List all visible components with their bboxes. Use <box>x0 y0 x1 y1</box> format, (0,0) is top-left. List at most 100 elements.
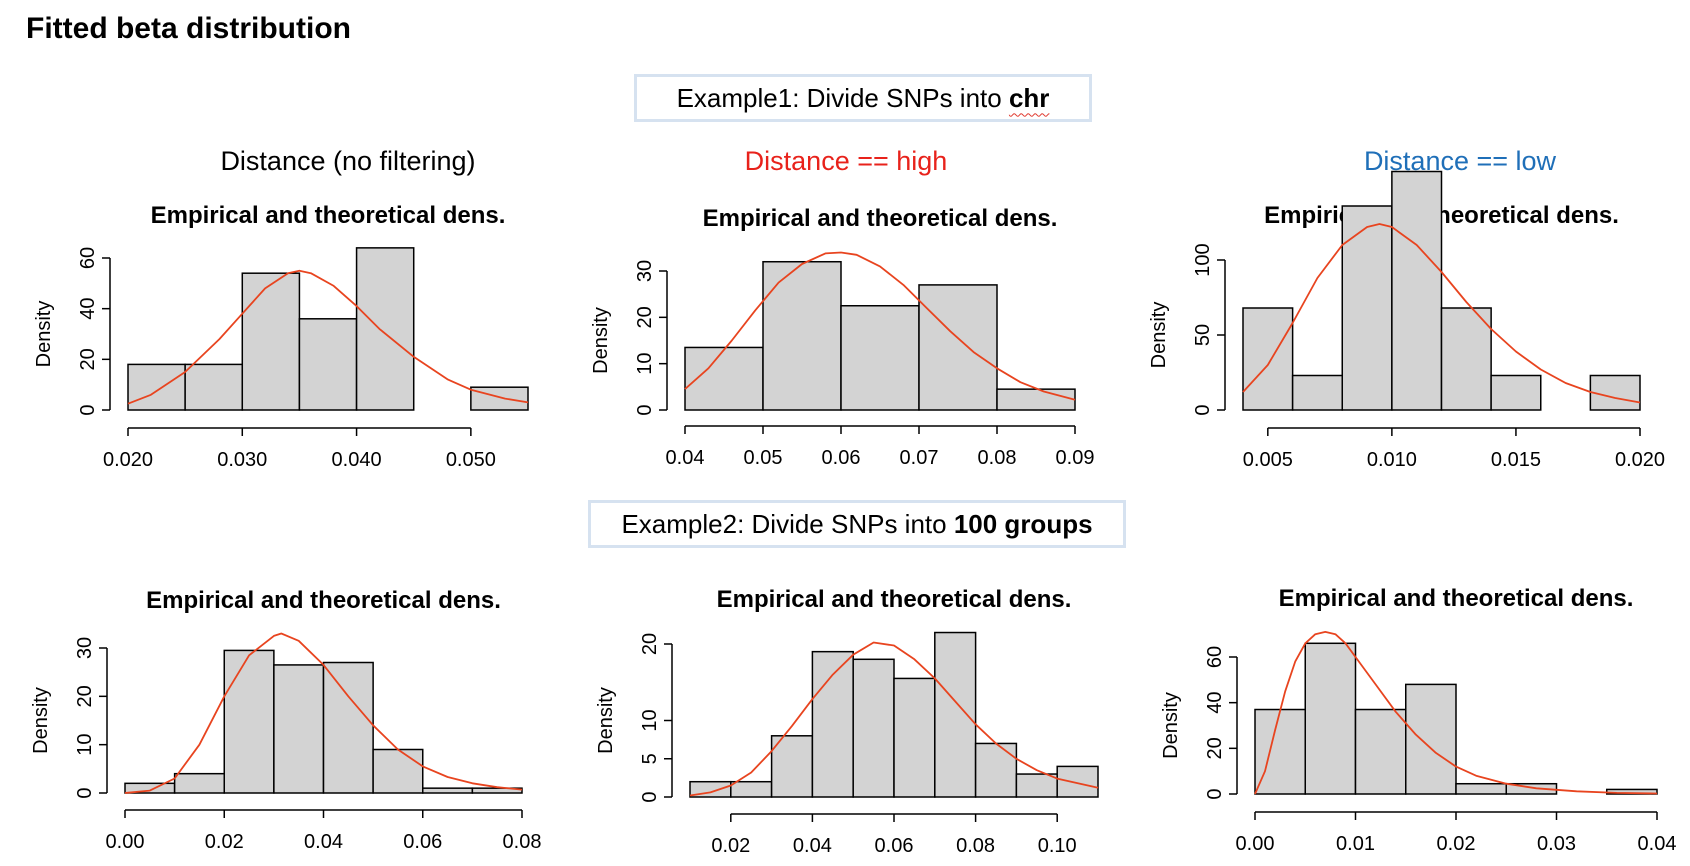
chart-title: Empirical and theoretical dens. <box>151 202 506 229</box>
histogram-bar <box>934 631 977 798</box>
x-tick-label: 0.09 <box>1056 447 1095 469</box>
x-tick-label: 0.015 <box>1491 449 1541 471</box>
fitted-beta-curve <box>127 269 529 405</box>
y-tick-label: 0 <box>1204 788 1226 799</box>
example2-emphasis: 100 groups <box>953 508 1093 539</box>
x-tick-label: 0.00 <box>106 831 145 853</box>
x-tick-label: 0.02 <box>711 835 750 857</box>
x-tick-label: 0.020 <box>1615 449 1665 471</box>
x-tick-label: 0.04 <box>304 831 343 853</box>
x-tick-label: 0.03 <box>1537 833 1576 855</box>
x-tick-label: 0.02 <box>205 831 244 853</box>
y-axis-label: Density <box>590 307 612 374</box>
histogram-bar <box>1391 170 1443 411</box>
y-tick-label: 5 <box>639 753 661 764</box>
histogram-bar <box>1304 642 1357 795</box>
x-tick-label: 0.010 <box>1367 449 1417 471</box>
histogram-bar <box>241 272 301 411</box>
fitted-beta-curve <box>1254 631 1658 795</box>
histogram-bar <box>355 247 415 411</box>
histogram-bar <box>1242 307 1294 411</box>
example1-box: Example1: Divide SNPs into chr <box>634 74 1092 122</box>
y-tick-label: 0 <box>74 787 96 798</box>
y-tick-label: 0 <box>1192 404 1214 415</box>
histogram-bar <box>184 363 244 411</box>
y-tick-label: 40 <box>1204 692 1226 714</box>
x-tick-label: 0.005 <box>1243 449 1293 471</box>
chart-title: Empirical and theoretical dens. <box>146 587 501 614</box>
x-tick-label: 0.050 <box>446 449 496 471</box>
y-tick-label: 30 <box>634 260 656 282</box>
x-tick-label: 0.10 <box>1038 835 1077 857</box>
y-axis-label: Density <box>30 687 52 754</box>
histogram-bar <box>1405 683 1457 795</box>
fitted-beta-curve <box>689 641 1099 797</box>
y-tick-label: 60 <box>1204 646 1226 668</box>
x-tick-label: 0.07 <box>900 447 939 469</box>
x-tick-label: 0.040 <box>332 449 382 471</box>
example1-prefix: Example1: Divide SNPs into <box>676 82 1009 113</box>
x-tick-label: 0.030 <box>217 449 267 471</box>
histogram-bar <box>840 305 920 411</box>
y-tick-label: 20 <box>77 348 99 370</box>
y-tick-label: 20 <box>634 306 656 328</box>
y-tick-label: 100 <box>1192 243 1214 276</box>
example1-emphasis: chr <box>1008 82 1050 113</box>
y-tick-label: 30 <box>74 637 96 659</box>
y-tick-label: 10 <box>74 734 96 756</box>
fitted-beta-curve <box>1242 223 1641 404</box>
y-tick-label: 40 <box>77 298 99 320</box>
histogram-bar <box>918 284 998 411</box>
y-tick-label: 20 <box>74 685 96 707</box>
y-tick-label: 0 <box>634 404 656 415</box>
fitted-beta-curve <box>684 251 1076 401</box>
chart-title: Empirical and theoretical dens. <box>717 586 1072 613</box>
chart-title: Empirical and theoretical dens. <box>1279 585 1634 612</box>
y-axis-label: Density <box>1148 302 1170 369</box>
y-tick-label: 60 <box>77 247 99 269</box>
y-tick-label: 50 <box>1192 324 1214 346</box>
page-title: Fitted beta distribution <box>26 12 351 45</box>
chart-title: Empirical and theoretical dens. <box>703 205 1058 232</box>
example2-prefix: Example2: Divide SNPs into <box>621 508 954 539</box>
y-axis-label: Density <box>1160 692 1182 759</box>
x-tick-label: 0.06 <box>403 831 442 853</box>
x-tick-label: 0.08 <box>503 831 542 853</box>
x-tick-label: 0.06 <box>875 835 914 857</box>
histogram-bar <box>1254 708 1306 795</box>
y-axis-label: Density <box>595 687 617 754</box>
histogram-bar <box>1589 374 1641 411</box>
histogram-bar <box>1354 708 1407 795</box>
histogram-bar <box>322 661 374 794</box>
y-tick-label: 0 <box>639 791 661 802</box>
y-tick-label: 10 <box>634 353 656 375</box>
histogram-bar <box>223 649 275 794</box>
histogram-bar <box>1505 782 1558 795</box>
histogram-bar <box>127 363 186 411</box>
x-tick-label: 0.08 <box>978 447 1017 469</box>
x-tick-label: 0.06 <box>822 447 861 469</box>
column-heading-no-filtering: Distance (no filtering) <box>220 146 476 176</box>
y-tick-label: 10 <box>639 709 661 731</box>
histogram-bar <box>1490 374 1542 411</box>
y-tick-label: 20 <box>639 633 661 655</box>
x-tick-label: 0.020 <box>103 449 153 471</box>
y-axis-label: Density <box>33 301 55 368</box>
x-tick-label: 0.05 <box>744 447 783 469</box>
x-tick-label: 0.08 <box>956 835 995 857</box>
histogram-bar <box>893 677 936 798</box>
histogram-bar <box>1291 374 1343 411</box>
histogram-bar <box>471 787 523 794</box>
x-tick-label: 0.02 <box>1437 833 1476 855</box>
x-tick-label: 0.04 <box>1638 833 1677 855</box>
